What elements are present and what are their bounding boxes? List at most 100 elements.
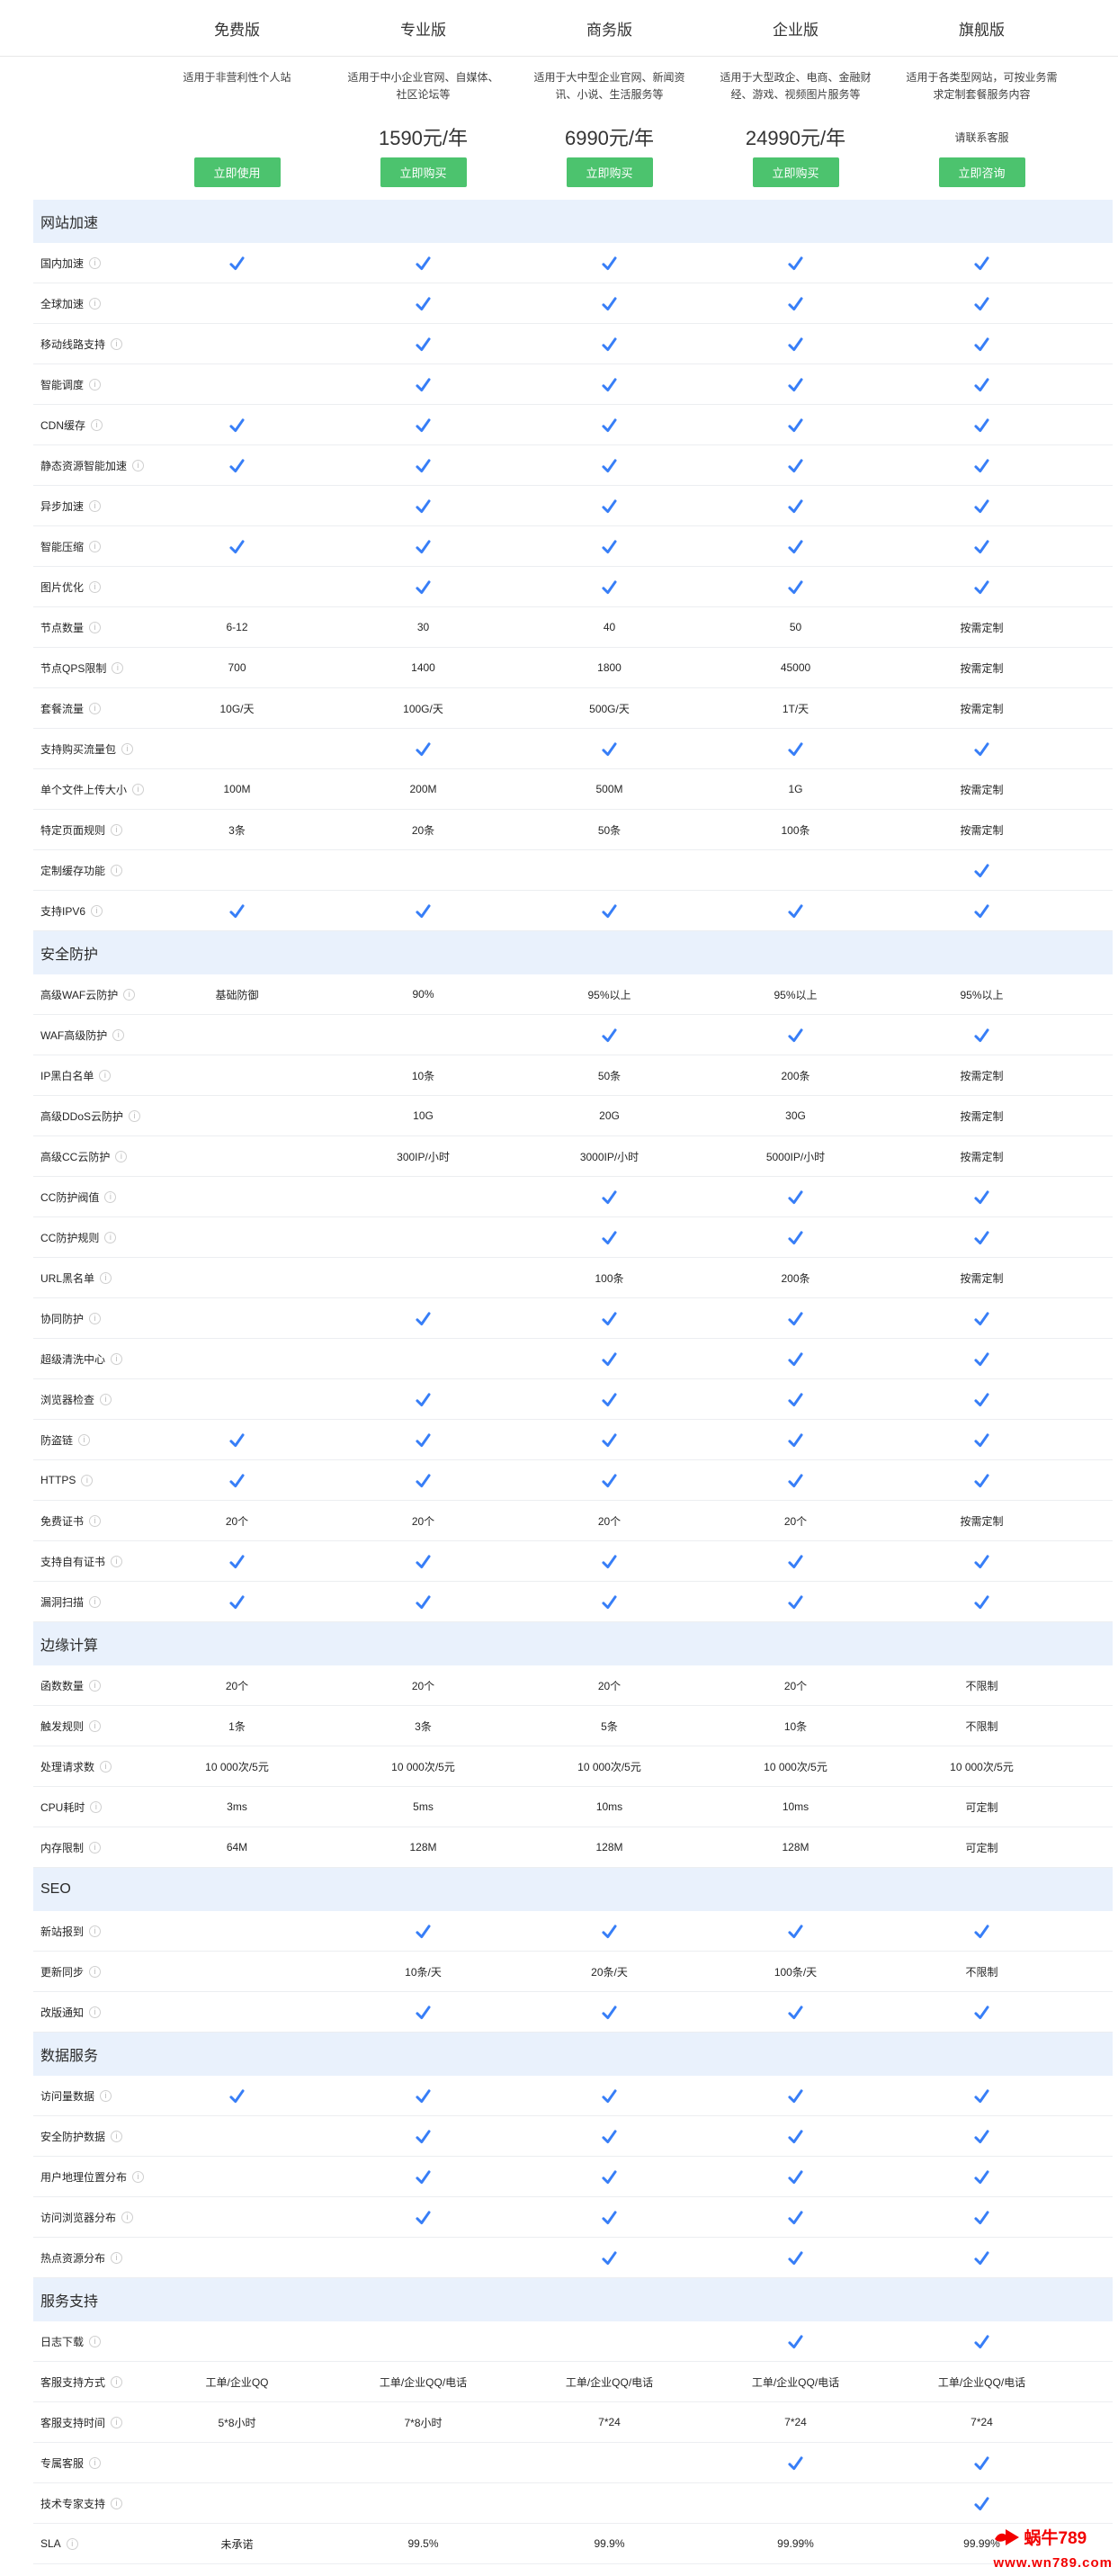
check-icon (889, 2168, 1075, 2186)
info-icon[interactable]: i (111, 1555, 123, 1567)
snail-logo-icon (994, 2527, 1021, 2554)
info-icon[interactable]: i (100, 1271, 112, 1284)
info-icon[interactable]: i (89, 2335, 102, 2347)
feature-label-cell: 移动线路支持 i (33, 337, 144, 352)
feature-label-cell: URL黑名单 i (33, 1270, 144, 1286)
info-icon[interactable]: i (111, 2497, 123, 2509)
info-icon[interactable]: i (111, 823, 123, 836)
info-icon[interactable]: i (89, 702, 102, 714)
info-icon[interactable]: i (100, 2089, 112, 2102)
info-icon[interactable]: i (89, 621, 102, 633)
check-icon (889, 2208, 1075, 2227)
feature-label-cell: 定制缓存功能 i (33, 863, 144, 878)
feature-label: 触发规则 (40, 1719, 85, 1733)
feature-label: 改版通知 (40, 2006, 85, 2019)
info-icon[interactable]: i (121, 2211, 134, 2223)
info-icon[interactable]: i (89, 540, 102, 552)
info-icon[interactable]: i (99, 1069, 112, 1082)
info-icon[interactable]: i (89, 1841, 102, 1853)
info-icon[interactable]: i (100, 1760, 112, 1773)
check-icon (702, 578, 889, 597)
info-icon[interactable]: i (89, 2006, 102, 2018)
info-icon[interactable]: i (132, 459, 145, 471)
feature-label-cell: CDN缓存 i (33, 417, 144, 433)
info-icon[interactable]: i (104, 1231, 117, 1243)
info-icon[interactable]: i (111, 2130, 123, 2142)
info-icon[interactable]: i (89, 499, 102, 512)
info-icon[interactable]: i (132, 783, 145, 795)
info-icon[interactable]: i (89, 1965, 102, 1978)
check-icon (889, 254, 1075, 273)
info-icon[interactable]: i (111, 1352, 123, 1365)
cta-button-4[interactable]: 立即购买 (752, 157, 839, 187)
feature-value: 按需定制 (960, 1109, 1004, 1123)
section-header: 服务支持 (33, 2278, 1113, 2321)
info-icon[interactable]: i (129, 1109, 141, 1122)
feature-value: 90% (412, 988, 434, 1001)
feature-row: 静态资源智能加速 i (33, 445, 1113, 486)
feature-label: URL黑名单 (40, 1271, 95, 1285)
section-header: 边缘计算 (33, 1622, 1113, 1665)
info-icon[interactable]: i (111, 2251, 123, 2264)
info-icon[interactable]: i (78, 1433, 91, 1446)
feature-label: 静态资源智能加速 (40, 459, 128, 472)
feature-value: 1T/天 (782, 702, 809, 715)
feature-label: CC防护规则 (40, 1231, 100, 1244)
info-icon[interactable]: i (89, 580, 102, 593)
feature-value: 20个 (597, 1514, 622, 1528)
info-icon[interactable]: i (89, 1595, 102, 1608)
info-icon[interactable]: i (91, 418, 103, 431)
check-icon (702, 1228, 889, 1247)
info-icon[interactable]: i (123, 988, 136, 1001)
feature-label: 节点QPS限制 (40, 661, 107, 675)
feature-label: 节点数量 (40, 621, 85, 634)
feature-label-cell: 访问量数据 i (33, 2088, 144, 2104)
cta-button-5[interactable]: 立即咨询 (938, 157, 1025, 187)
info-icon[interactable]: i (89, 1719, 102, 1732)
info-icon[interactable]: i (111, 337, 123, 350)
info-icon[interactable]: i (91, 904, 103, 917)
info-icon[interactable]: i (89, 378, 102, 390)
info-icon[interactable]: i (89, 2456, 102, 2469)
section-title: 边缘计算 (40, 1638, 99, 1654)
feature-label-cell: 国内加速 i (33, 256, 144, 271)
feature-value: 3ms (227, 1800, 247, 1813)
info-icon[interactable]: i (111, 2416, 123, 2428)
info-icon[interactable]: i (90, 1800, 103, 1813)
info-icon[interactable]: i (89, 1312, 102, 1324)
check-icon (889, 1228, 1075, 1247)
info-icon[interactable]: i (104, 1190, 117, 1203)
section-title: 网站加速 (40, 216, 99, 231)
feature-value: 工单/企业QQ/电话 (565, 2375, 654, 2389)
check-icon (702, 740, 889, 758)
info-icon[interactable]: i (89, 256, 102, 269)
info-icon[interactable]: i (81, 1474, 94, 1486)
info-icon[interactable]: i (115, 1150, 128, 1162)
info-icon[interactable]: i (112, 1028, 125, 1041)
check-icon (516, 2003, 702, 2022)
info-icon[interactable]: i (111, 2375, 123, 2388)
feature-label: 特定页面规则 (40, 823, 106, 837)
feature-value: 5ms (413, 1800, 434, 1813)
cta-button-3[interactable]: 立即购买 (566, 157, 653, 187)
plan-name: 企业版 (773, 21, 818, 39)
check-icon (516, 578, 702, 597)
check-icon (702, 335, 889, 354)
check-icon (889, 2454, 1075, 2473)
info-icon[interactable]: i (100, 1393, 112, 1405)
cta-button-1[interactable]: 立即使用 (193, 157, 281, 187)
info-icon[interactable]: i (89, 1514, 102, 1527)
info-icon[interactable]: i (89, 297, 102, 310)
info-icon[interactable]: i (121, 742, 134, 755)
cta-button-2[interactable]: 立即购买 (380, 157, 467, 187)
info-icon[interactable]: i (66, 2537, 78, 2550)
info-icon[interactable]: i (132, 2170, 145, 2183)
feature-label-cell: 改版通知 i (33, 2005, 144, 2020)
info-icon[interactable]: i (89, 1925, 102, 1937)
plan-name: 旗舰版 (959, 21, 1005, 39)
info-icon[interactable]: i (111, 864, 123, 876)
info-icon[interactable]: i (112, 661, 124, 674)
feature-value: 按需定制 (960, 823, 1004, 837)
feature-label-cell: 图片优化 i (33, 579, 144, 595)
info-icon[interactable]: i (89, 1679, 102, 1692)
